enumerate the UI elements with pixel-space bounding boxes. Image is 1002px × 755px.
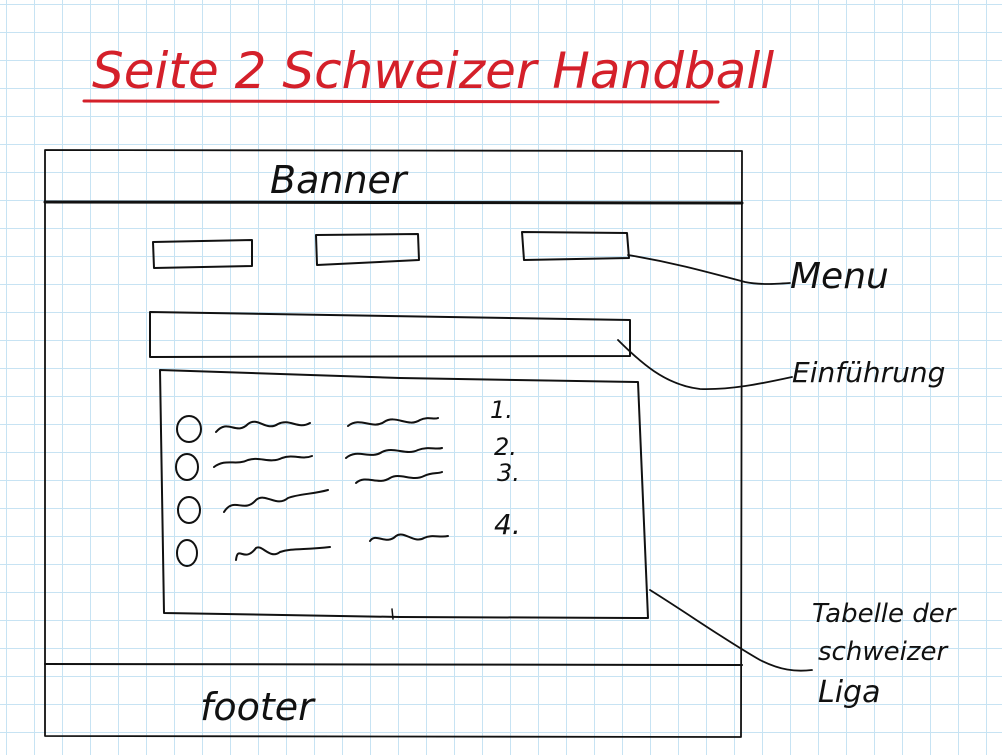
table-tick — [391, 608, 394, 620]
placeholder-squiggle — [369, 533, 449, 542]
page-frame — [44, 149, 743, 738]
placeholder-squiggle — [347, 417, 439, 427]
team-logo-circle — [177, 496, 201, 524]
placeholder-squiggle — [235, 546, 331, 561]
team-logo-circle — [176, 539, 198, 567]
menu-box-1 — [152, 239, 253, 269]
intro-annotation: Einführung — [792, 356, 945, 389]
menu-box-3 — [521, 231, 630, 261]
placeholder-squiggle — [345, 447, 443, 459]
table-annotation-arrow — [649, 589, 813, 672]
placeholder-squiggle — [213, 455, 313, 468]
league-table-box — [159, 369, 649, 619]
table-annotation-line-1: Tabelle der — [812, 599, 958, 629]
intro-annotation-arrow — [617, 339, 793, 390]
intro-box — [149, 311, 631, 358]
rank-label: 4. — [494, 508, 521, 541]
rank-label: 3. — [497, 459, 520, 487]
banner-label: Banner — [270, 158, 409, 202]
title-underline — [82, 99, 720, 104]
footer-label: footer — [200, 685, 316, 729]
team-logo-circle — [175, 453, 199, 481]
placeholder-squiggle — [215, 420, 311, 433]
menu-box-2 — [315, 233, 420, 266]
rank-label: 2. — [494, 433, 517, 461]
footer-divider — [44, 663, 743, 666]
table-annotation-line-3: Liga — [818, 675, 880, 710]
menu-annotation-arrow — [627, 254, 791, 285]
placeholder-squiggle — [355, 471, 443, 484]
rank-label: 1. — [490, 396, 513, 424]
page-title: Seite 2 Schweizer Handball — [92, 42, 774, 100]
banner-divider — [43, 200, 744, 205]
menu-annotation: Menu — [790, 256, 889, 297]
table-annotation-line-2: schweizer — [818, 637, 949, 667]
placeholder-squiggle — [223, 489, 329, 513]
team-logo-circle — [176, 415, 202, 443]
